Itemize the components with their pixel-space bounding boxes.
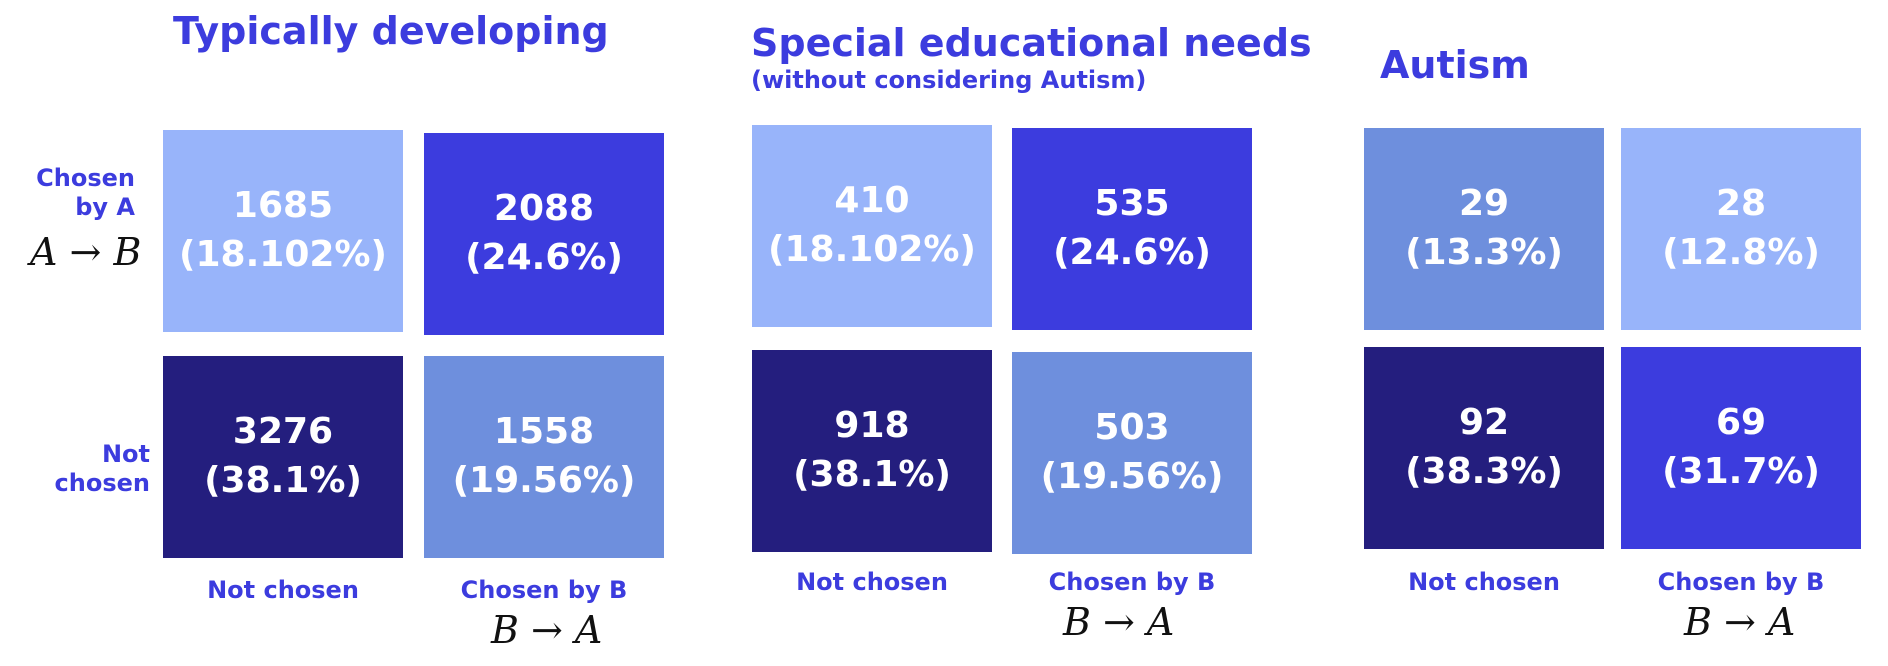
cell-percent: (12.8%) [1662, 232, 1820, 273]
cell-autism-chosen-by-a-not-chosen: 29 (13.3%) [1364, 128, 1604, 330]
title-special-educational-needs: Special educational needs [751, 21, 1312, 65]
col-label-chosen-by-b-2: Chosen by B [1048, 568, 1216, 596]
row-label-chosen-by-a: Chosen by A [36, 164, 135, 221]
cell-autism-not-chosen-chosen-by-b: 69 (31.7%) [1621, 347, 1861, 549]
cell-percent: (19.56%) [452, 460, 636, 501]
cell-percent: (13.3%) [1405, 232, 1563, 273]
cell-percent: (18.102%) [768, 229, 976, 270]
cell-special-educational-needs-not-chosen-chosen-by-b: 503 (19.56%) [1012, 352, 1252, 554]
cell-count: 918 [834, 405, 910, 447]
cell-special-educational-needs-chosen-by-a-not-chosen: 410 (18.102%) [752, 125, 992, 327]
cell-count: 29 [1458, 183, 1510, 225]
col-label-chosen-by-b-1: Chosen by B [460, 576, 628, 604]
cell-count: 92 [1458, 402, 1510, 444]
cell-count: 69 [1715, 402, 1767, 444]
cell-count: 3276 [232, 411, 334, 453]
cell-count: 1685 [232, 185, 334, 227]
cell-percent: (38.1%) [204, 460, 362, 501]
cell-percent: (38.3%) [1405, 451, 1563, 492]
title-typically-developing: Typically developing [173, 9, 609, 53]
col-label-chosen-by-b-3: Chosen by B [1657, 568, 1825, 596]
cell-autism-chosen-by-a-chosen-by-b: 28 (12.8%) [1621, 128, 1861, 330]
cell-typically-developing-chosen-by-a-not-chosen: 1685 (18.102%) [163, 130, 403, 332]
cell-percent: (19.56%) [1040, 456, 1224, 497]
cell-percent: (18.102%) [179, 234, 387, 275]
col-label-not-chosen-3: Not chosen [1408, 568, 1560, 596]
cell-count: 535 [1094, 183, 1170, 225]
cell-count: 28 [1715, 183, 1767, 225]
cell-count: 2088 [493, 188, 595, 230]
cell-count: 410 [834, 180, 910, 222]
cell-percent: (38.1%) [793, 454, 951, 495]
col-math-b-to-a-2: B → A [1063, 600, 1175, 644]
cell-typically-developing-not-chosen-chosen-by-b: 1558 (19.56%) [424, 356, 664, 558]
subtitle-special-educational-needs: (without considering Autism) [751, 66, 1147, 94]
cell-typically-developing-chosen-by-a-chosen-by-b: 2088 (24.6%) [424, 133, 664, 335]
cell-special-educational-needs-chosen-by-a-chosen-by-b: 535 (24.6%) [1012, 128, 1252, 330]
row-math-a-to-b: A → B [30, 230, 142, 274]
cell-percent: (24.6%) [1053, 232, 1211, 273]
row-label-not-chosen: Not chosen [54, 440, 150, 497]
col-math-b-to-a-3: B → A [1684, 600, 1796, 644]
title-autism: Autism [1380, 43, 1530, 87]
cell-count: 503 [1094, 407, 1170, 449]
cell-count: 1558 [493, 411, 595, 453]
cell-percent: (24.6%) [465, 237, 623, 278]
cell-special-educational-needs-not-chosen-not-chosen: 918 (38.1%) [752, 350, 992, 552]
cell-typically-developing-not-chosen-not-chosen: 3276 (38.1%) [163, 356, 403, 558]
col-math-b-to-a-1: B → A [491, 608, 603, 652]
cell-percent: (31.7%) [1662, 451, 1820, 492]
cell-autism-not-chosen-not-chosen: 92 (38.3%) [1364, 347, 1604, 549]
col-label-not-chosen-2: Not chosen [796, 568, 948, 596]
col-label-not-chosen-1: Not chosen [207, 576, 359, 604]
